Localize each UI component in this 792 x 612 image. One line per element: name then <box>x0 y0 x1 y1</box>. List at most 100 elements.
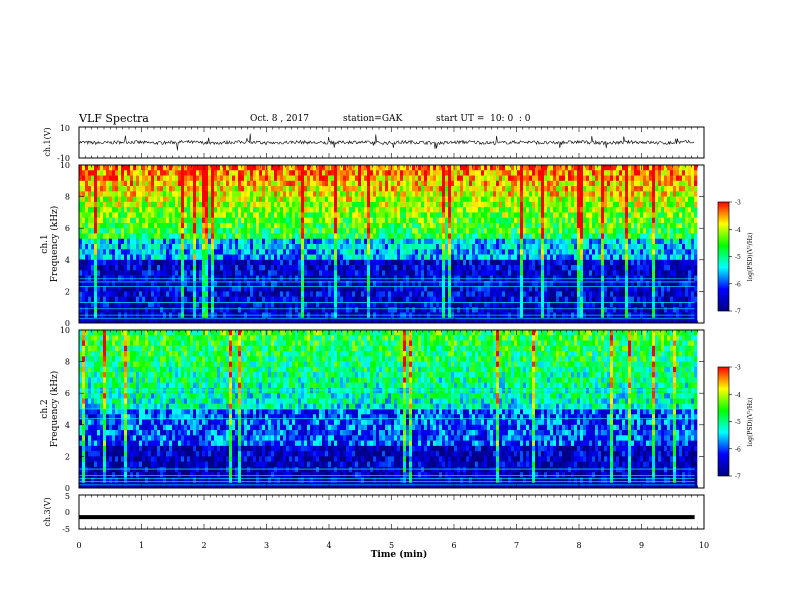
spectrogram-cell <box>316 165 320 171</box>
spectrogram-cell <box>148 201 152 208</box>
spectrogram-cell <box>457 259 461 266</box>
spectrogram-cell <box>445 170 449 176</box>
spectrogram-cell <box>520 170 524 176</box>
spectrogram-cell <box>232 249 236 255</box>
spectrogram-cell <box>517 301 521 308</box>
spectrogram-cell <box>391 170 395 176</box>
spectrogram-cell <box>223 170 227 176</box>
spectrogram-cell <box>94 291 98 297</box>
spectrogram-cell <box>289 270 293 276</box>
spectrogram-cell <box>280 244 284 250</box>
spectrogram-cell <box>208 170 212 176</box>
spectrogram-cell <box>295 228 299 234</box>
spectrogram-cell <box>79 175 83 182</box>
spectrogram-cell <box>439 233 443 240</box>
spectrogram-cell <box>223 165 227 171</box>
spectrogram-cell <box>508 238 512 245</box>
spectrogram-cell <box>160 222 164 229</box>
spectrogram-cell <box>376 165 380 171</box>
spectrogram-cell <box>226 317 230 324</box>
spectrogram-cell <box>427 317 431 324</box>
spectrogram-cell <box>313 170 317 176</box>
spectrogram-cell <box>448 222 452 229</box>
spectrogram-cell <box>358 280 362 287</box>
spectrogram-cell <box>412 175 416 182</box>
spectrogram-cell <box>451 307 455 313</box>
spectrogram-cell <box>379 207 383 213</box>
spectrogram-cell <box>160 233 164 240</box>
spectrogram-cell <box>262 170 266 176</box>
spectrogram-cell <box>295 212 299 218</box>
spectrogram-cell <box>103 233 107 240</box>
spectrogram-cell <box>388 259 392 266</box>
spectrogram-cell <box>406 228 410 234</box>
spectrogram-cell <box>508 201 512 208</box>
spectrogram-cell <box>439 186 443 192</box>
spectrogram-cell <box>373 244 377 250</box>
spectrogram-cell <box>190 307 194 313</box>
spectrogram-cell <box>547 180 551 187</box>
spectrogram-cell <box>118 201 122 208</box>
spectrogram-cell <box>499 238 503 245</box>
spectrogram-cell <box>271 233 275 240</box>
spectrogram-cell <box>481 222 485 229</box>
spectrogram-cell <box>334 238 338 245</box>
spectrogram-cell <box>364 196 368 203</box>
spectrogram-cell <box>349 228 353 234</box>
spectrogram-cell <box>145 238 149 245</box>
spectrogram-cell <box>361 286 365 292</box>
spectrogram-cell <box>511 228 515 234</box>
spectrogram-cell <box>343 244 347 250</box>
spectrogram-cell <box>190 180 194 187</box>
spectrogram-cell <box>382 301 386 308</box>
spectrogram-cell <box>133 196 137 203</box>
spectrogram-cell <box>514 291 518 297</box>
spectrogram-cell <box>298 222 302 229</box>
spectrogram-cell <box>118 233 122 240</box>
spectrogram-cell <box>319 301 323 308</box>
spectrogram-cell <box>181 180 185 187</box>
spectrogram-cell <box>250 191 254 197</box>
spectrogram-cell <box>193 165 197 171</box>
spectrogram-cell <box>370 191 374 197</box>
spectrogram-cell <box>199 259 203 266</box>
spectrogram-cell <box>385 233 389 240</box>
spectrogram-cell <box>487 196 491 203</box>
spectrogram-cell <box>403 175 407 182</box>
spectrogram-cell <box>181 201 185 208</box>
spectrogram-cell <box>142 212 146 218</box>
spectrogram-cell <box>511 222 515 229</box>
spectrogram-cell <box>463 317 467 324</box>
spectrogram-cell <box>484 170 488 176</box>
spectrogram-cell <box>115 186 119 192</box>
spectrogram-cell <box>211 165 215 171</box>
spectrogram-cell <box>82 217 86 224</box>
spectrogram-cell <box>307 270 311 276</box>
spectrogram-cell <box>211 238 215 245</box>
spectrogram-cell <box>538 301 542 308</box>
spectrogram-cell <box>328 175 332 182</box>
spectrogram-cell <box>385 165 389 171</box>
spectrogram-cell <box>493 222 497 229</box>
spectrogram-cell <box>181 196 185 203</box>
spectrogram-cell <box>430 238 434 245</box>
spectrogram-cell <box>88 249 92 255</box>
spectrogram-cell <box>481 207 485 213</box>
spectrogram-cell <box>238 175 242 182</box>
spectrogram-cell <box>409 201 413 208</box>
spectrogram-cell <box>352 222 356 229</box>
spectrogram-cell <box>418 217 422 224</box>
spectrogram-cell <box>556 212 560 218</box>
spectrogram-cell <box>220 170 224 176</box>
spectrogram-cell <box>397 222 401 229</box>
spectrogram-cell <box>457 228 461 234</box>
spectrogram-cell <box>322 165 326 171</box>
spectrogram-cell <box>280 233 284 240</box>
spectrogram-cell <box>403 233 407 240</box>
spectrogram-cell <box>451 301 455 308</box>
spectrogram-cell <box>364 296 368 303</box>
spectrogram-cell <box>397 207 401 213</box>
spectrogram-cell <box>88 175 92 182</box>
spectrogram-cell <box>205 259 209 266</box>
spectrogram-cell <box>430 207 434 213</box>
